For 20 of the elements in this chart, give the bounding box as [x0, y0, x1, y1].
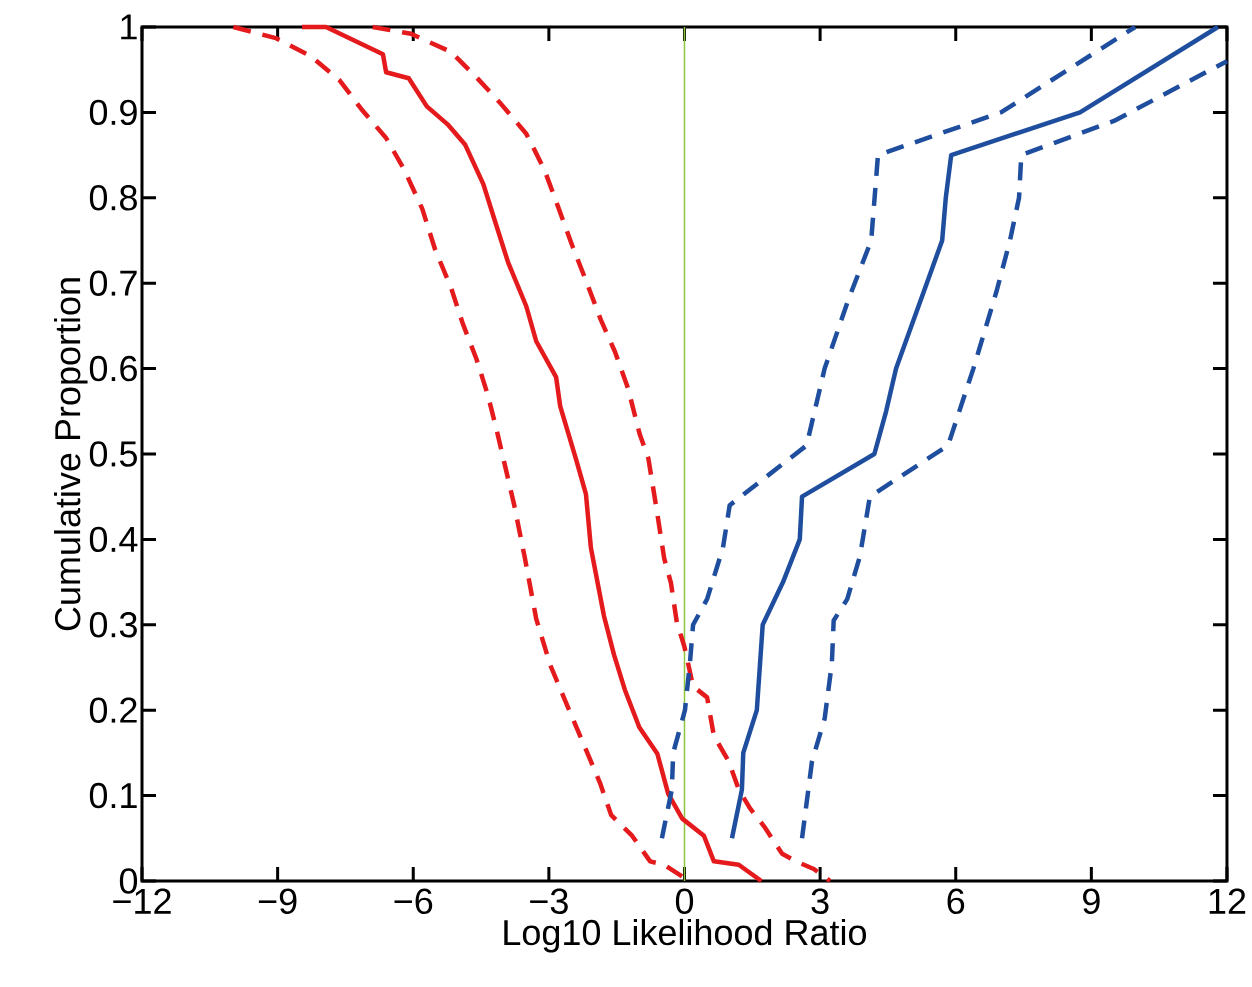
- y-tick-label: 0.1: [89, 782, 137, 809]
- x-tick-label: 6: [947, 888, 965, 914]
- y-tick-label: 0.7: [89, 270, 137, 296]
- y-tick-label: 0.2: [89, 697, 137, 723]
- x-axis-title: Log10 Likelihood Ratio: [504, 918, 866, 953]
- x-tick-label: −6: [394, 888, 433, 914]
- y-tick-label: 0.9: [89, 99, 137, 126]
- x-tick-label: 3: [811, 888, 829, 914]
- x-tick-label: 9: [1083, 888, 1100, 914]
- y-tick-label: 0.4: [89, 526, 138, 553]
- y-tick-label: 0.3: [89, 612, 137, 638]
- y-tick-label: 0.5: [89, 441, 137, 467]
- x-tick-label: −9: [258, 888, 297, 914]
- x-tick-label: −3: [530, 888, 568, 914]
- y-axis-title: Cumulative Proportion: [54, 278, 88, 631]
- y-tick-label: 0.8: [89, 185, 137, 211]
- y-tick-label: 1: [121, 14, 137, 40]
- x-tick-label: 12: [1209, 888, 1246, 914]
- x-tick-label: 0: [675, 888, 694, 914]
- y-tick-label: 0.6: [89, 355, 137, 382]
